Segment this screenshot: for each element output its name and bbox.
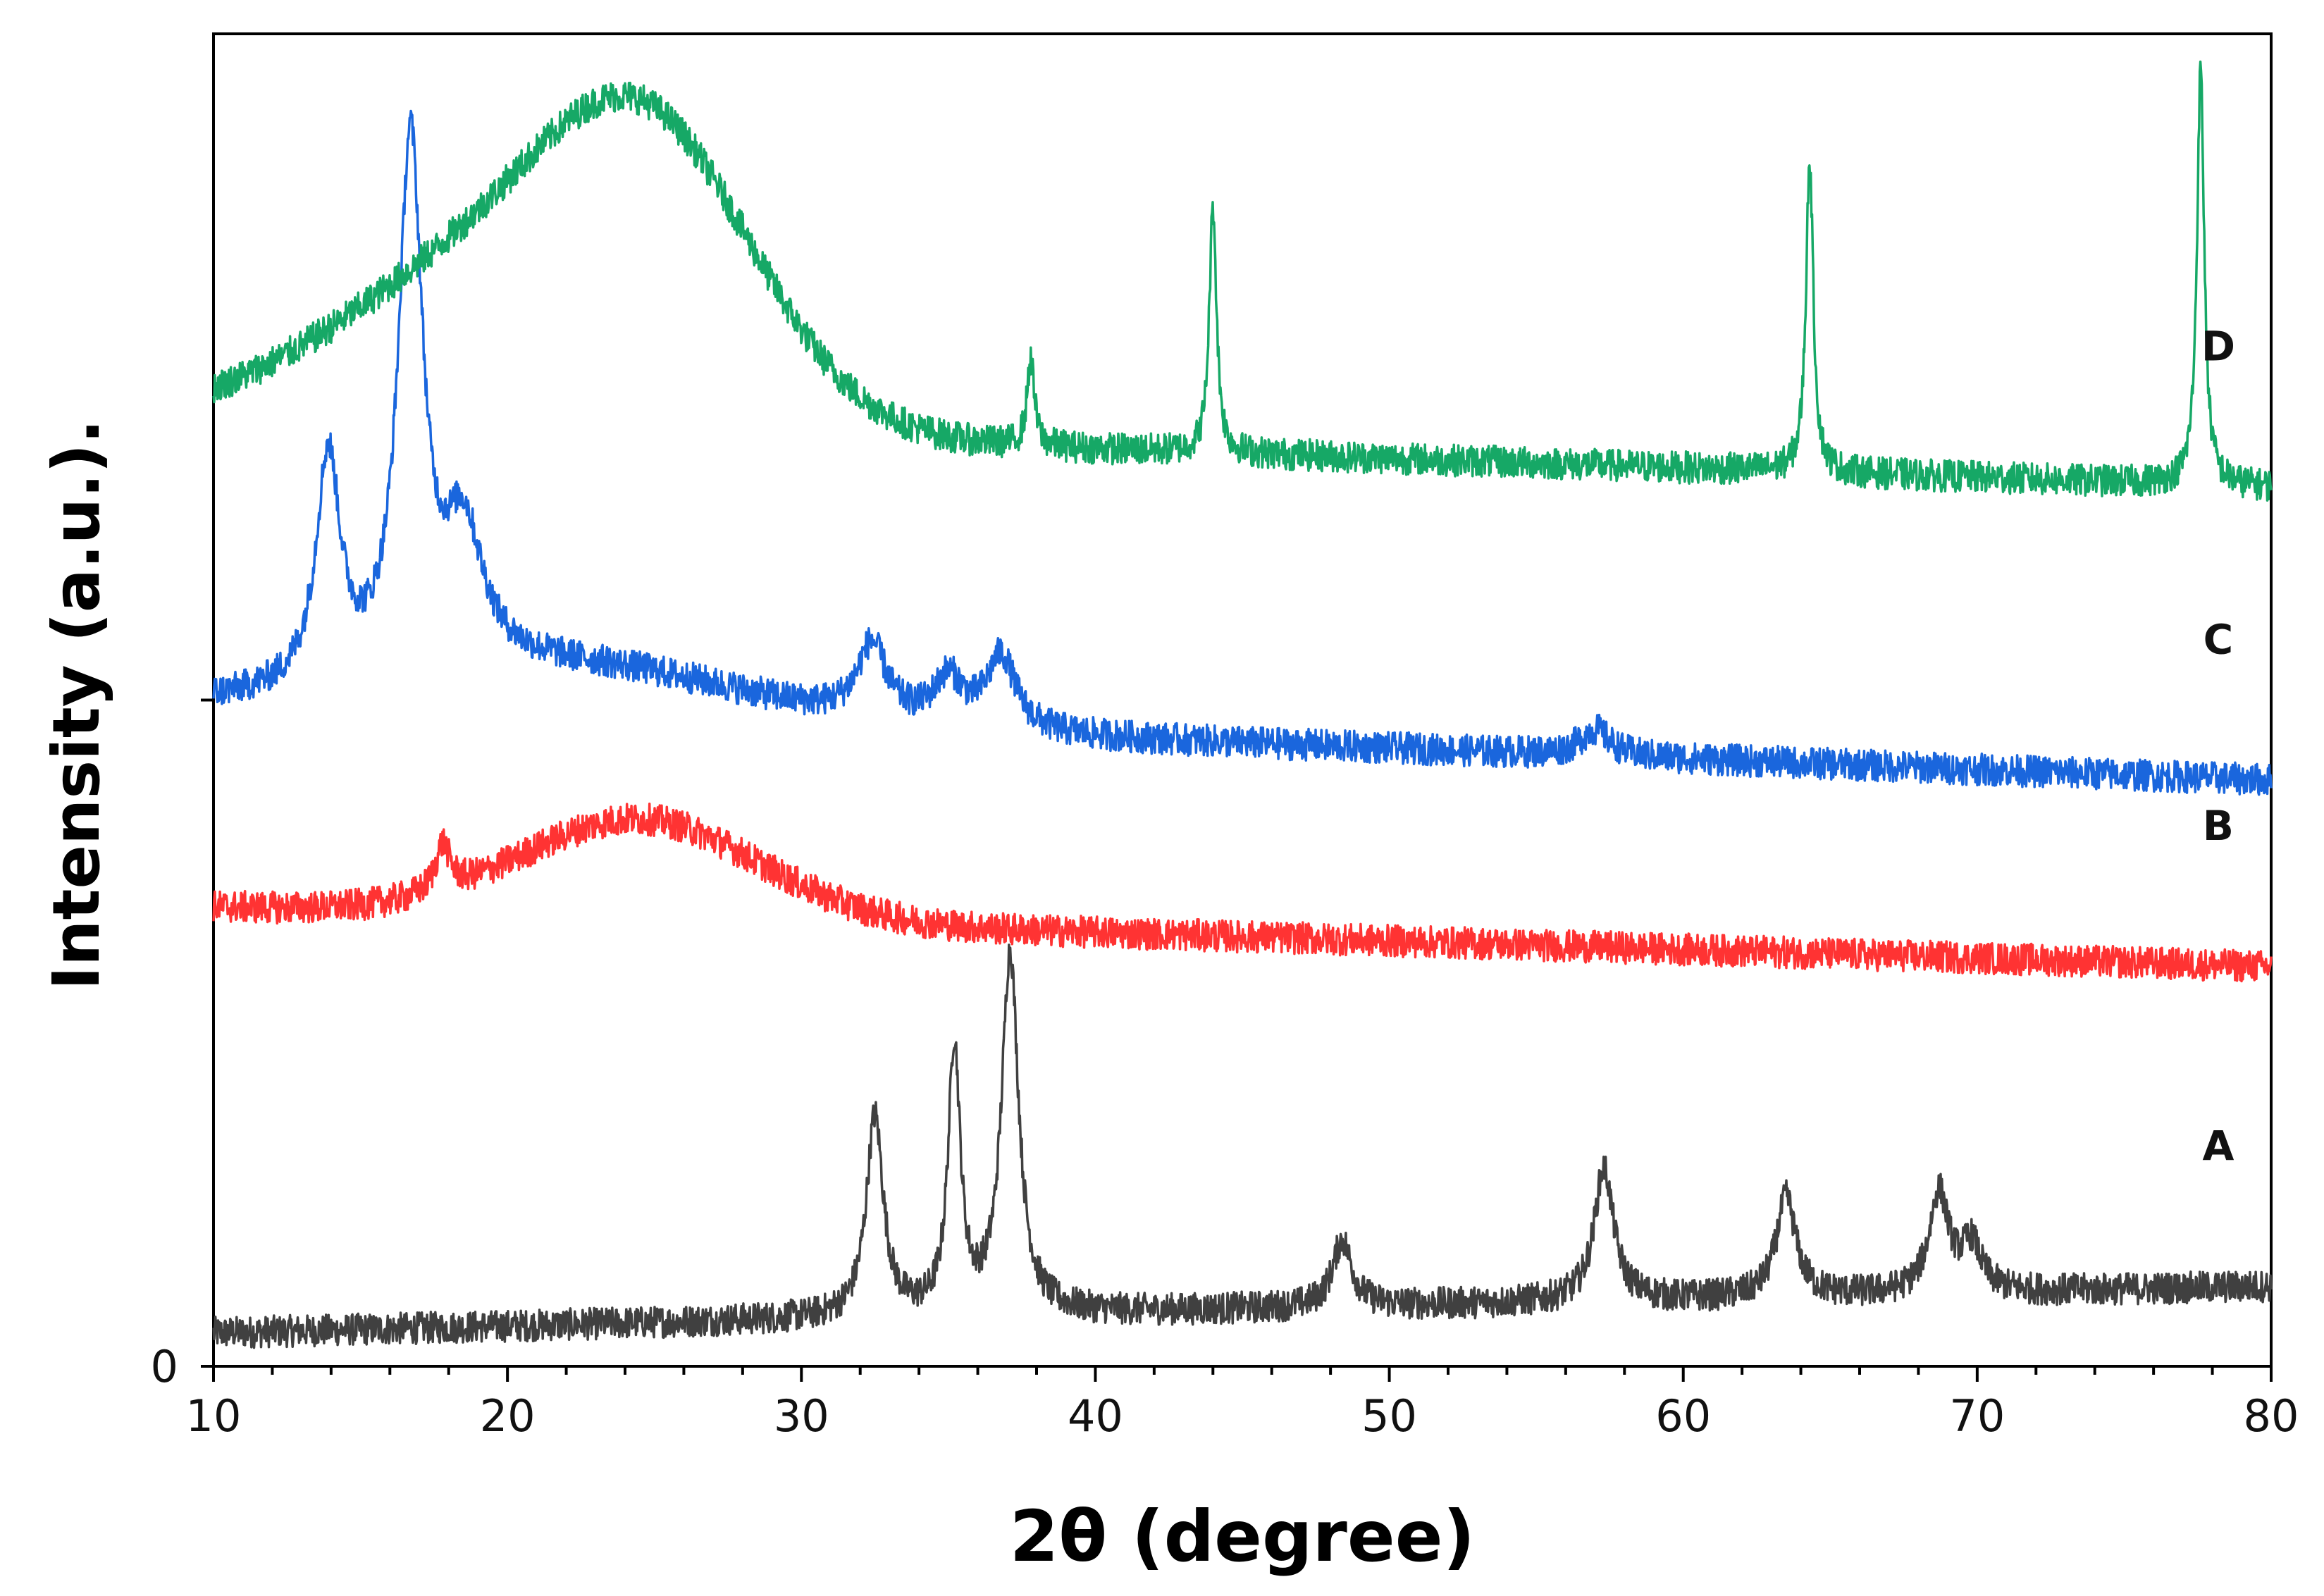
series-line-d	[214, 62, 2271, 501]
x-tick-label: 80	[2244, 1390, 2299, 1442]
series-layer	[214, 62, 2271, 1348]
xrd-chart: 10 20 30 40 50 60 70 80 0 A B C D 2θ (degree) Inten…	[0, 0, 2324, 1596]
x-tick-label: 30	[774, 1390, 829, 1442]
x-tick-label: 10	[186, 1390, 242, 1442]
series-line-a	[214, 945, 2271, 1348]
plot-frame	[214, 34, 2271, 1366]
series-label-d: D	[2201, 322, 2235, 370]
y-tick-label: 0	[151, 1341, 178, 1392]
x-axis-title: 2θ (degree)	[1010, 1495, 1475, 1578]
x-tick-label: 60	[1655, 1390, 1711, 1442]
x-tick-label: 70	[1949, 1390, 2005, 1442]
series-label-a: A	[2202, 1122, 2234, 1170]
x-tick-label: 50	[1361, 1390, 1417, 1442]
series-line-b	[214, 804, 2271, 982]
x-tick-label: 40	[1068, 1390, 1123, 1442]
series-label-b: B	[2203, 802, 2234, 850]
y-axis-title: Intensity (a.u.).	[39, 419, 114, 990]
x-tick-label: 20	[480, 1390, 536, 1442]
series-label-c: C	[2204, 615, 2234, 663]
